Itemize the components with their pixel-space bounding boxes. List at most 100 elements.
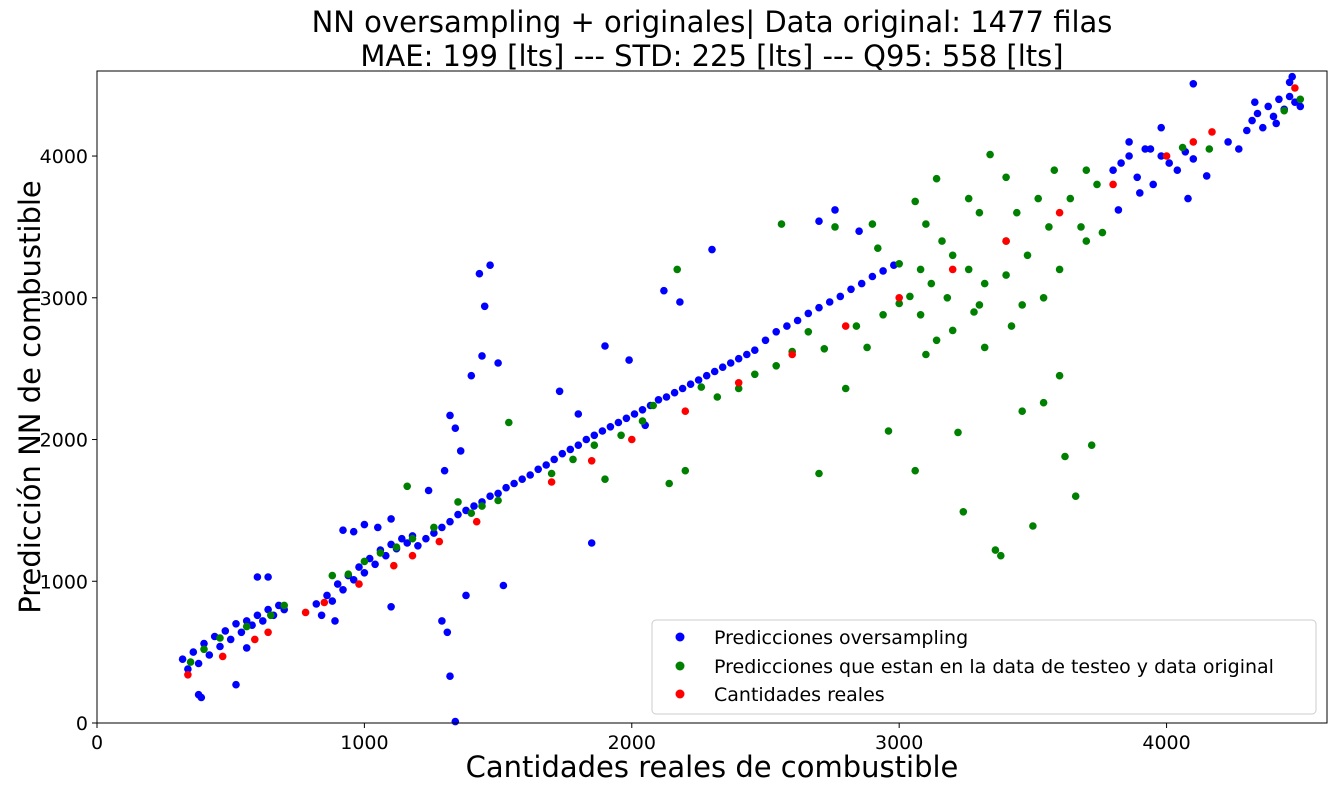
point-testeo bbox=[649, 401, 657, 410]
point-testeo bbox=[975, 208, 984, 217]
point-reales bbox=[628, 435, 636, 444]
point-oversampling bbox=[558, 449, 567, 458]
point-oversampling bbox=[1253, 109, 1262, 118]
point-oversampling bbox=[1189, 155, 1198, 163]
point-reales bbox=[587, 457, 596, 465]
point-reales bbox=[251, 635, 259, 644]
point-reales bbox=[895, 294, 903, 302]
point-testeo bbox=[1061, 452, 1069, 461]
point-oversampling bbox=[630, 410, 639, 418]
point-oversampling bbox=[590, 431, 599, 440]
point-oversampling bbox=[510, 479, 518, 488]
point-oversampling bbox=[349, 576, 358, 584]
point-oversampling bbox=[1157, 123, 1165, 132]
point-oversampling bbox=[371, 560, 379, 569]
point-oversampling bbox=[443, 628, 452, 637]
point-oversampling bbox=[743, 350, 751, 359]
point-testeo bbox=[916, 311, 925, 319]
point-oversampling bbox=[761, 336, 770, 345]
point-testeo bbox=[697, 383, 706, 391]
point-oversampling bbox=[625, 356, 633, 364]
point-testeo bbox=[242, 622, 251, 631]
point-oversampling bbox=[333, 580, 342, 588]
point-oversampling bbox=[678, 384, 687, 393]
point-oversampling bbox=[178, 655, 187, 663]
point-oversampling bbox=[1125, 152, 1133, 160]
point-testeo bbox=[991, 546, 1000, 554]
legend-marker-oversampling bbox=[675, 632, 685, 642]
point-testeo bbox=[911, 466, 919, 475]
point-reales bbox=[948, 265, 957, 274]
point-oversampling bbox=[264, 573, 272, 581]
point-oversampling bbox=[422, 534, 430, 543]
point-reales bbox=[1162, 152, 1171, 160]
point-oversampling bbox=[815, 217, 823, 225]
point-oversampling bbox=[1259, 123, 1267, 132]
y-axis-label: Predicción NN de combustible bbox=[13, 180, 47, 614]
point-testeo bbox=[1098, 228, 1107, 237]
point-reales bbox=[547, 478, 556, 486]
point-oversampling bbox=[518, 475, 526, 484]
point-oversampling bbox=[440, 466, 449, 475]
point-testeo bbox=[280, 601, 289, 610]
point-testeo bbox=[868, 220, 877, 228]
point-oversampling bbox=[398, 534, 406, 543]
point-testeo bbox=[1007, 322, 1016, 330]
x-axis-ticks: 0 1000 2000 3000 4000 bbox=[91, 723, 1191, 754]
point-oversampling bbox=[226, 635, 235, 644]
point-testeo bbox=[1093, 180, 1101, 189]
legend-label-testeo: Predicciones que estan en la data de tes… bbox=[714, 656, 1274, 678]
point-oversampling bbox=[1248, 116, 1256, 125]
point-testeo bbox=[772, 362, 780, 370]
point-oversampling bbox=[216, 642, 224, 651]
point-oversampling bbox=[534, 465, 542, 474]
point-oversampling bbox=[566, 445, 575, 454]
point-reales bbox=[390, 561, 398, 570]
point-testeo bbox=[1066, 194, 1075, 203]
point-testeo bbox=[922, 220, 930, 228]
point-testeo bbox=[964, 194, 973, 203]
point-oversampling bbox=[446, 517, 454, 526]
point-testeo bbox=[569, 455, 577, 464]
point-testeo bbox=[1018, 301, 1026, 309]
point-reales bbox=[1208, 128, 1216, 136]
point-testeo bbox=[906, 292, 914, 301]
point-testeo bbox=[879, 311, 887, 319]
point-oversampling bbox=[1224, 138, 1232, 146]
point-testeo bbox=[328, 571, 337, 580]
point-oversampling bbox=[550, 455, 558, 464]
points-layer bbox=[178, 72, 1305, 726]
point-testeo bbox=[267, 611, 275, 620]
point-oversampling bbox=[339, 586, 347, 594]
point-testeo bbox=[1087, 441, 1096, 450]
point-oversampling bbox=[430, 529, 438, 537]
point-oversampling bbox=[480, 302, 489, 311]
point-testeo bbox=[997, 551, 1005, 560]
point-testeo bbox=[1071, 492, 1080, 501]
legend-box bbox=[651, 619, 1317, 715]
point-oversampling bbox=[184, 665, 192, 673]
point-testeo bbox=[1077, 223, 1085, 231]
point-testeo bbox=[1296, 95, 1305, 104]
point-testeo bbox=[1082, 166, 1091, 174]
point-oversampling bbox=[486, 492, 494, 501]
point-reales bbox=[355, 580, 363, 588]
point-oversampling bbox=[197, 693, 206, 702]
x-tick-label: 1000 bbox=[340, 732, 388, 754]
point-oversampling bbox=[1141, 145, 1149, 153]
point-oversampling bbox=[574, 441, 583, 450]
point-oversampling bbox=[194, 659, 203, 668]
y-tick-label: 2000 bbox=[40, 430, 88, 452]
x-tick-label: 0 bbox=[91, 732, 103, 754]
point-oversampling bbox=[660, 286, 668, 295]
point-oversampling bbox=[446, 672, 454, 680]
point-oversampling bbox=[253, 611, 262, 620]
point-oversampling bbox=[323, 591, 331, 600]
point-testeo bbox=[831, 223, 839, 231]
point-oversampling bbox=[494, 359, 502, 367]
point-testeo bbox=[948, 326, 957, 335]
point-oversampling bbox=[1189, 80, 1198, 88]
point-oversampling bbox=[1202, 172, 1211, 180]
point-oversampling bbox=[360, 569, 369, 577]
point-oversampling bbox=[438, 617, 446, 625]
